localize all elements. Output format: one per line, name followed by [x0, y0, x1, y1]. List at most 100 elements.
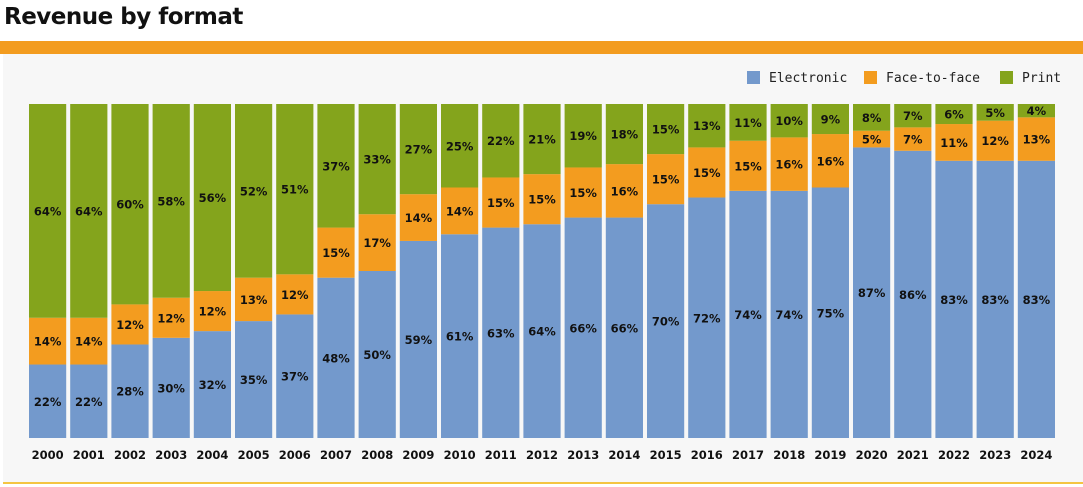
legend-swatch-electronic: [747, 71, 760, 84]
bar-print-2009: [399, 104, 437, 195]
data-label-face-to-face-2020: 5%: [862, 133, 882, 147]
x-tick-label-2011: 2011: [485, 448, 517, 462]
bar-face-to-face-2000: [29, 317, 67, 365]
x-tick-label-2012: 2012: [526, 448, 558, 462]
data-label-electronic-2011: 63%: [487, 326, 515, 340]
bar-print-2013: [564, 104, 602, 168]
data-label-print-2005: 52%: [240, 184, 268, 198]
data-label-electronic-2008: 50%: [363, 348, 391, 362]
data-label-electronic-2023: 83%: [981, 293, 1009, 307]
x-tick-label-2015: 2015: [650, 448, 682, 462]
data-label-print-2024: 4%: [1027, 104, 1047, 118]
data-label-print-2023: 5%: [985, 106, 1005, 120]
bar-face-to-face-2014: [605, 164, 643, 218]
data-label-print-2013: 19%: [569, 129, 597, 143]
bar-face-to-face-2003: [152, 297, 190, 338]
bar-print-2022: [935, 104, 973, 125]
bar-face-to-face-2019: [811, 134, 849, 188]
data-label-face-to-face-2015: 15%: [652, 173, 680, 187]
data-label-electronic-2000: 22%: [34, 395, 62, 409]
data-label-face-to-face-2016: 15%: [693, 166, 721, 180]
legend-label-face-to-face: Face-to-face: [886, 71, 980, 86]
bar-electronic-2001: [70, 364, 108, 438]
data-label-face-to-face-2012: 15%: [528, 193, 556, 207]
bar-electronic-2020: [853, 147, 891, 439]
legend-label-electronic: Electronic: [769, 71, 847, 86]
data-label-electronic-2013: 66%: [569, 321, 597, 335]
data-label-face-to-face-2013: 15%: [569, 186, 597, 200]
bar-electronic-2014: [605, 217, 643, 438]
x-tick-label-2020: 2020: [856, 448, 888, 462]
data-label-face-to-face-2023: 12%: [981, 134, 1009, 148]
data-label-electronic-2001: 22%: [75, 395, 103, 409]
data-label-electronic-2010: 61%: [446, 330, 474, 344]
x-tick-label-2010: 2010: [444, 448, 476, 462]
x-tick-label-2018: 2018: [773, 448, 805, 462]
data-label-electronic-2006: 37%: [281, 370, 309, 384]
data-label-face-to-face-2003: 12%: [157, 311, 185, 325]
data-label-print-2011: 22%: [487, 134, 515, 148]
bar-print-2023: [976, 104, 1014, 121]
bar-electronic-2013: [564, 217, 602, 438]
bar-electronic-2002: [111, 344, 149, 438]
bar-face-to-face-2016: [688, 147, 726, 198]
data-label-face-to-face-2014: 16%: [611, 184, 639, 198]
bar-electronic-2016: [688, 197, 726, 438]
data-label-print-2021: 7%: [903, 109, 923, 123]
bar-print-2019: [811, 104, 849, 135]
legend-swatch-print: [1000, 71, 1013, 84]
bar-electronic-2024: [1017, 160, 1055, 438]
bar-face-to-face-2017: [729, 140, 767, 191]
bar-face-to-face-2006: [276, 274, 314, 315]
bar-electronic-2021: [894, 150, 932, 438]
x-tick-label-2022: 2022: [938, 448, 970, 462]
data-label-electronic-2015: 70%: [652, 315, 680, 329]
data-label-print-2012: 21%: [528, 133, 556, 147]
bar-electronic-2009: [399, 240, 437, 438]
data-label-electronic-2012: 64%: [528, 325, 556, 339]
bar-face-to-face-2002: [111, 304, 149, 345]
data-label-print-2015: 15%: [652, 123, 680, 137]
bar-print-2024: [1017, 104, 1055, 118]
bar-print-2014: [605, 104, 643, 165]
data-label-print-2022: 6%: [944, 108, 964, 122]
data-label-face-to-face-2022: 11%: [940, 136, 968, 150]
data-label-face-to-face-2001: 14%: [75, 335, 103, 349]
data-label-electronic-2004: 32%: [199, 378, 227, 392]
bar-electronic-2022: [935, 160, 973, 438]
data-label-face-to-face-2019: 16%: [817, 154, 845, 168]
data-label-print-2004: 56%: [199, 191, 227, 205]
data-label-electronic-2018: 74%: [775, 308, 803, 322]
data-label-print-2019: 9%: [821, 113, 841, 127]
data-label-print-2008: 33%: [363, 153, 391, 167]
bottom-rule: [3, 482, 1083, 484]
legend: Electronic Face-to-face Print: [747, 71, 1061, 86]
bar-print-2020: [853, 104, 891, 131]
data-label-print-2016: 13%: [693, 119, 721, 133]
bar-print-2015: [647, 104, 685, 155]
x-tick-label-2013: 2013: [567, 448, 599, 462]
bar-print-2002: [111, 104, 149, 305]
bar-face-to-face-2010: [441, 187, 479, 235]
x-tick-label-2002: 2002: [114, 448, 146, 462]
x-tick-label-2017: 2017: [732, 448, 764, 462]
bar-electronic-2007: [317, 277, 355, 438]
bar-face-to-face-2011: [482, 177, 520, 228]
data-label-electronic-2014: 66%: [611, 321, 639, 335]
bar-face-to-face-2021: [894, 127, 932, 151]
bar-face-to-face-2005: [235, 277, 273, 322]
data-label-face-to-face-2010: 14%: [446, 204, 474, 218]
x-tick-label-2001: 2001: [73, 448, 105, 462]
chart-title: Revenue by format: [4, 4, 243, 30]
bar-print-2006: [276, 104, 314, 275]
data-label-electronic-2007: 48%: [322, 351, 350, 365]
bar-print-2010: [441, 104, 479, 188]
data-label-electronic-2005: 35%: [240, 373, 268, 387]
x-tick-label-2000: 2000: [32, 448, 64, 462]
bar-electronic-2018: [770, 190, 808, 438]
data-label-electronic-2024: 83%: [1023, 293, 1051, 307]
x-tick-label-2023: 2023: [979, 448, 1011, 462]
bar-print-2003: [152, 104, 190, 298]
data-label-electronic-2021: 86%: [899, 288, 927, 302]
bar-face-to-face-2007: [317, 227, 355, 278]
